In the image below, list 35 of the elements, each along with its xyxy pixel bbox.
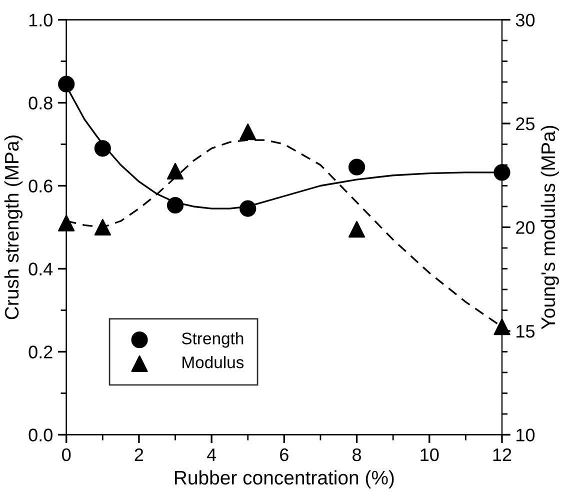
point (494, 164, 510, 181)
x-tick-label: 8 (352, 448, 362, 462)
legend-label: Strength (182, 332, 244, 348)
point (348, 221, 366, 238)
point (166, 162, 184, 180)
y2-tick-label: 10 (516, 428, 535, 442)
y-axis-title: Crush strength (MPa) (4, 136, 23, 320)
x-axis-title: Rubber concentration (%) (174, 470, 394, 488)
y-tick-label: 0.0 (28, 428, 52, 442)
y-tick-label: 0.2 (28, 346, 52, 358)
y2-tick-label: 20 (516, 221, 535, 234)
point (240, 123, 256, 140)
y2-tick-label: 30 (516, 14, 535, 26)
x-tick-label: 10 (420, 448, 439, 462)
point (348, 158, 366, 176)
x-tick-label: 12 (493, 448, 512, 461)
y2-axis-title: Young's modulus (MPa) (540, 126, 559, 330)
point (58, 76, 75, 92)
y-tick-label: 0.6 (28, 180, 52, 192)
y-tick-label: 1.0 (29, 14, 52, 26)
point (240, 200, 256, 217)
y2-tick-label: 25 (516, 117, 535, 130)
x-tick-label: 6 (280, 448, 288, 462)
point (94, 140, 111, 157)
x-tick-label: 4 (206, 448, 216, 461)
legend-label: Modulus (182, 356, 244, 368)
y-tick-label: 0.8 (28, 96, 52, 110)
point (494, 318, 510, 336)
x-tick-label: 0 (62, 448, 71, 462)
y2-tick-label: 15 (516, 325, 535, 338)
x-tick-label: 2 (134, 448, 144, 461)
point (58, 214, 75, 232)
point (94, 218, 111, 236)
y-tick-label: 0.4 (28, 262, 53, 276)
point (166, 196, 184, 214)
